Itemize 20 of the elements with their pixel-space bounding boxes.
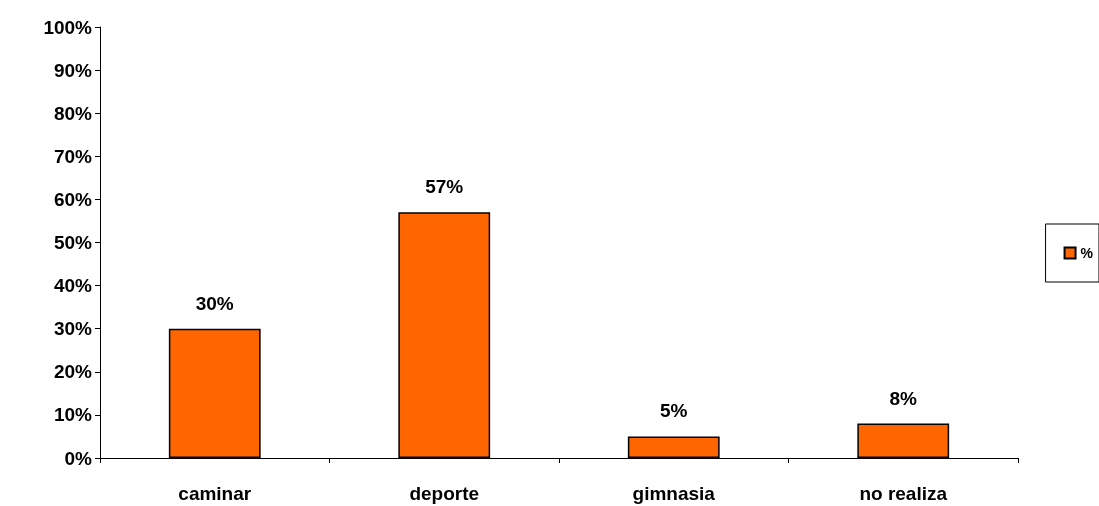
x-tick-label: deporte (409, 483, 480, 504)
x-tick-label: gimnasia (632, 483, 716, 504)
y-tick-label: 40% (53, 275, 93, 297)
x-tick-label: no realiza (859, 483, 948, 504)
y-tick-label: 20% (53, 361, 93, 383)
y-tick-label: 60% (53, 188, 93, 210)
y-tick-label: 30% (53, 318, 93, 340)
y-tick-label: 0% (64, 447, 93, 469)
y-tick-label: 100% (43, 16, 93, 38)
data-label: 57% (425, 176, 464, 198)
y-tick-label: 70% (53, 145, 93, 167)
data-label: 8% (889, 387, 918, 409)
y-tick-label: 50% (53, 232, 93, 253)
y-tick-label: 10% (53, 404, 93, 426)
x-tick-label: caminar (178, 483, 252, 504)
y-tick-label: 90% (53, 59, 93, 81)
y-tick-label: 80% (53, 102, 93, 124)
data-label: 30% (195, 292, 234, 314)
legend-label: % (1080, 245, 1094, 261)
data-label: 5% (660, 400, 688, 422)
